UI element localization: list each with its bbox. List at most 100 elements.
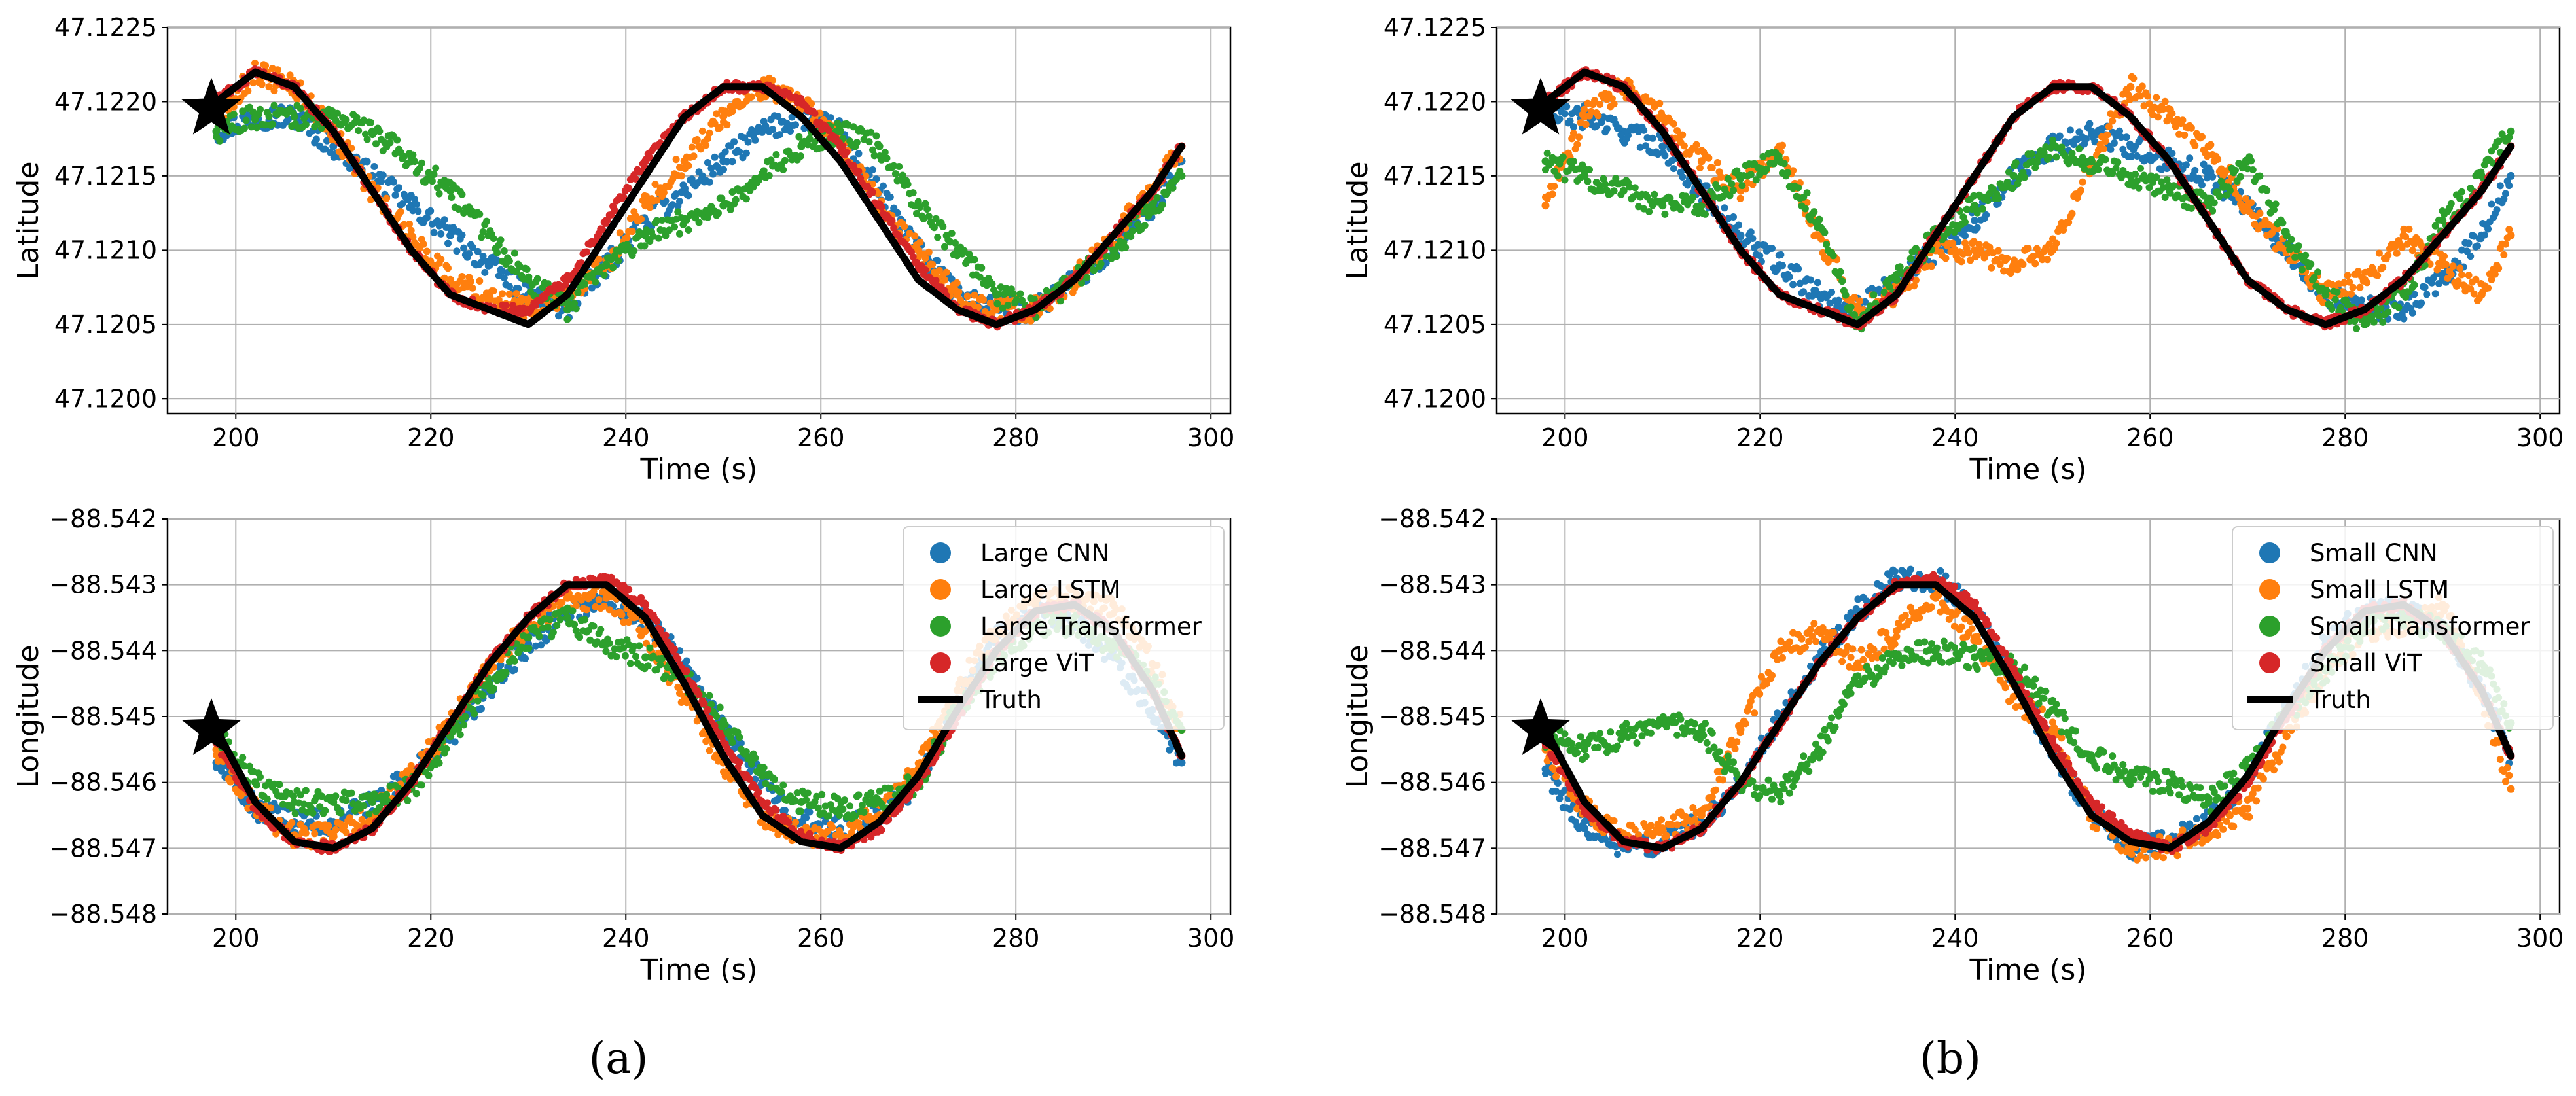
scatter-point [720, 166, 727, 173]
scatter-point [505, 291, 513, 298]
legend-item-large-transformer: Large Transformer [930, 612, 1202, 641]
scatter-point [325, 822, 332, 830]
scatter-point [367, 196, 374, 203]
scatter-point [654, 234, 662, 242]
y-axis-label: Longitude [12, 645, 45, 788]
scatter-point [646, 644, 654, 652]
scatter-point [409, 151, 417, 159]
x-tick-label: 300 [1187, 423, 1235, 452]
scatter-point [711, 120, 719, 128]
scatter-point [723, 121, 731, 129]
scatter-point [932, 730, 940, 737]
x-tick-label: 260 [797, 924, 845, 953]
scatter-point [590, 622, 598, 630]
scatter-point [321, 807, 329, 815]
scatter-point [971, 256, 978, 264]
scatter-point [611, 207, 618, 215]
scatter-point [878, 826, 885, 834]
plot-area [1541, 66, 2515, 333]
scatter-point [599, 226, 606, 234]
scatter-point [957, 296, 965, 304]
scatter-point [829, 824, 836, 831]
scatter-point [726, 205, 734, 213]
scatter-point [1661, 152, 1669, 160]
scatter-point [442, 745, 450, 752]
scatter-point [1016, 290, 1024, 298]
scatter-point [512, 268, 520, 275]
scatter-point [1018, 296, 1026, 304]
scatter-point [1747, 228, 1755, 236]
scatter-point [478, 705, 485, 713]
subplot-a-longitude: 200 220 240 260 280 300−88.548−88.547−88.546−… [12, 504, 1234, 987]
scatter-point [704, 159, 711, 166]
scatter-point [1111, 247, 1119, 255]
scatter-point [806, 808, 814, 816]
scatter-point [811, 109, 819, 117]
scatter-point [605, 606, 613, 614]
scatter-point [906, 230, 914, 238]
legend-item-large-cnn: Large CNN [930, 539, 1109, 567]
scatter-point [723, 158, 731, 166]
scatter-point [732, 196, 740, 203]
chart-a-longitude: 200 220 240 260 280 300−88.548−88.547−88.546−… [12, 504, 1234, 987]
scatter-point [656, 661, 664, 669]
scatter-point [802, 796, 810, 804]
scatter-point [615, 257, 622, 265]
scatter-point [1569, 123, 1577, 131]
scatter-point [448, 194, 456, 201]
x-tick-label: 240 [1931, 423, 1979, 452]
scatter-point [535, 632, 543, 640]
scatter-point [288, 819, 296, 826]
grid [1497, 27, 2560, 414]
scatter-point [836, 811, 843, 819]
truth-line [213, 68, 1185, 328]
scatter-point [1814, 279, 1821, 287]
scatter-point [797, 807, 804, 815]
scatter-point [460, 721, 468, 729]
scatter-point [978, 264, 986, 272]
scatter-point [543, 637, 550, 645]
scatter-point [263, 795, 271, 803]
data-point [563, 614, 571, 622]
scatter-point [288, 804, 296, 812]
scatter-point [626, 660, 634, 667]
scatter-point [309, 809, 317, 817]
scatter-point [630, 247, 638, 255]
scatter-point [1102, 259, 1110, 267]
legend-item-truth: Truth [918, 686, 1042, 714]
scatter-point [239, 107, 247, 115]
scatter-point [802, 823, 810, 831]
legend-item-large-vit: Large ViT [930, 649, 1094, 677]
scatter-point [855, 150, 863, 158]
grid [168, 27, 1230, 414]
scatter-point [676, 198, 683, 205]
scatter-point [1176, 168, 1184, 175]
scatter-point [576, 633, 584, 641]
scatter-point [435, 190, 443, 198]
scatter-point [935, 266, 943, 274]
scatter-point [644, 662, 652, 670]
y-tick-label: 47.1210 [54, 236, 157, 264]
scatter-point [316, 803, 324, 811]
scatter-point [660, 189, 668, 196]
scatter-point [625, 185, 633, 192]
scatter-point [941, 243, 948, 251]
scatter-point [493, 249, 501, 256]
scatter-point [458, 190, 466, 198]
scatter-point [286, 71, 294, 79]
scatter-point [995, 290, 1003, 298]
scatter-point [467, 277, 474, 285]
scatter-point [709, 170, 717, 178]
x-tick-label: 300 [2516, 423, 2564, 452]
scatter-point [616, 229, 624, 237]
scatter-point [569, 607, 577, 615]
legend-swatch [930, 652, 951, 673]
scatter-point [653, 618, 661, 625]
scatter-point [1735, 221, 1742, 229]
scatter-point [1122, 243, 1130, 251]
scatter-point [713, 713, 721, 720]
legend-label: Large Transformer [980, 612, 1202, 641]
scatter-point [401, 221, 408, 228]
start-star-marker [181, 77, 241, 135]
scatter-point [925, 213, 933, 220]
